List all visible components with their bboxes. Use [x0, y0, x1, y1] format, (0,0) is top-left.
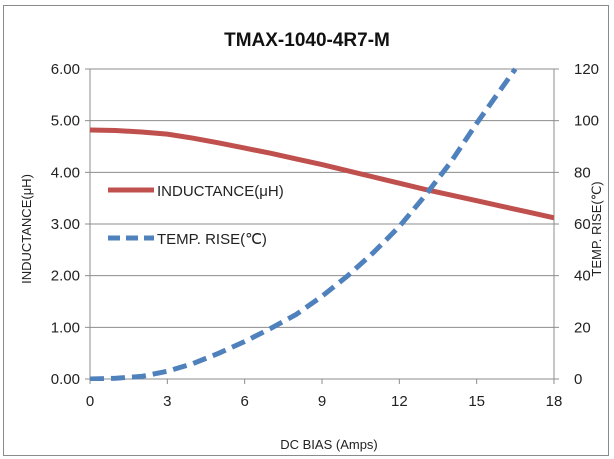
chart-title: TMAX-1040-4R7-M: [224, 30, 390, 51]
x-tick-label: 12: [391, 393, 408, 410]
series-layer: [90, 67, 554, 381]
left-tick-label: 4.00: [51, 164, 80, 181]
x-axis-title: DC BIAS (Amps): [280, 437, 378, 452]
right-tick-label: 20: [574, 319, 591, 336]
x-tick-label: 9: [318, 393, 326, 410]
left-tick-label: 2.00: [51, 268, 80, 285]
legend-temp-rise-label: TEMP. RISE(℃): [157, 231, 267, 248]
chart-svg: 0.001.002.003.004.005.006.00 02040608010…: [19, 30, 604, 452]
legend-inductance-label: INDUCTANCE(μH): [157, 183, 284, 200]
x-tick-label: 15: [468, 393, 485, 410]
grid-lines: [90, 68, 554, 380]
x-tick-label: 6: [240, 393, 248, 410]
right-tick-label: 120: [574, 61, 599, 78]
x-tick-label: 0: [86, 393, 94, 410]
right-tick-label: 0: [574, 371, 582, 388]
x-tick-label: 18: [546, 393, 563, 410]
right-axis-title: TEMP. RISE(℃): [589, 181, 604, 276]
inductance-line: [90, 127, 554, 221]
legend: INDUCTANCE(μH) TEMP. RISE(℃): [108, 183, 284, 248]
right-y-axis: 0 20 40 60 80 100 120: [553, 61, 599, 388]
left-tick-label: 6.00: [51, 61, 80, 78]
left-tick-label: 5.00: [51, 113, 80, 130]
right-tick-label: 40: [574, 268, 591, 285]
chart-frame: 0.00 1.00 2.00 3.00 4.00 5.00 6.00 0 20 40 60 80 10…: [3, 5, 609, 456]
left-axis-title: INDUCTANCE(μH): [19, 174, 34, 284]
left-tick-label: 0.00: [51, 371, 80, 388]
temp-rise-line: [90, 67, 518, 381]
right-tick-label: 100: [574, 113, 599, 130]
left-y-axis: 0.00 1.00 2.00 3.00 4.00 5.00 6.00: [51, 61, 91, 388]
right-tick-label: 60: [574, 216, 591, 233]
right-tick-label: 80: [574, 164, 591, 181]
left-tick-label: 1.00: [51, 319, 80, 336]
x-tick-label: 3: [163, 393, 171, 410]
x-axis: 0 3 6 9 12 15 18: [86, 379, 563, 410]
left-tick-label: 3.00: [51, 216, 80, 233]
